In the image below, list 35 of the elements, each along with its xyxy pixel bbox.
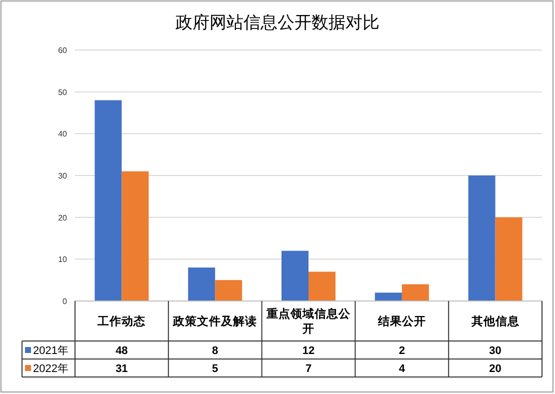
chart-title: 政府网站信息公开数据对比 [176,13,380,32]
bar [308,272,336,301]
bar [94,100,122,301]
bar [282,250,308,301]
bar [188,268,216,301]
bar [402,284,429,301]
y-tick-label: 10 [58,255,68,264]
data-label: 5 [212,363,218,375]
bar [468,176,496,301]
data-label: 30 [489,345,502,357]
data-label: 48 [116,345,128,357]
bar [122,171,149,301]
data-label: 20 [489,363,502,375]
y-tick-label: 30 [58,172,68,180]
y-tick-label: 20 [58,213,68,222]
data-label: 4 [398,363,406,375]
bar [215,280,242,301]
legend-label: 2022年 [33,363,68,375]
x-tick-label: 重点领域信息公开 [266,306,352,336]
y-tick-label: 0 [62,297,68,306]
x-tick-label: 工作动态 [96,314,147,328]
y-tick-label: 50 [58,88,68,97]
y-tick-label: 40 [58,130,68,139]
x-tick-label: 其他信息 [470,314,520,328]
y-tick-label: 60 [58,46,68,55]
data-label: 8 [212,345,218,357]
data-label: 7 [305,363,312,375]
data-label: 2 [398,345,405,357]
legend-label: 2021年 [33,345,68,357]
data-label: 12 [302,345,315,357]
data-label: 31 [116,363,128,375]
bar [495,217,522,301]
x-tick-label: 政策文件及解读 [172,314,258,328]
bar [374,292,402,301]
x-tick-label: 结果公开 [376,314,426,328]
